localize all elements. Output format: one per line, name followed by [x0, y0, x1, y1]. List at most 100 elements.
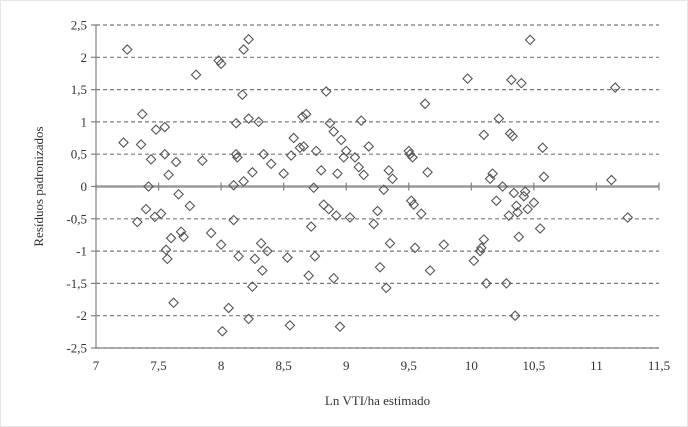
- x-tick-label: 7: [93, 358, 100, 373]
- data-point: [300, 108, 312, 120]
- data-point: [340, 145, 352, 157]
- data-point: [159, 148, 171, 160]
- data-point: [228, 179, 240, 191]
- data-point: [285, 150, 297, 161]
- y-tick-label: 1,5: [71, 82, 87, 97]
- data-point: [508, 187, 520, 199]
- data-point: [363, 141, 375, 152]
- data-point: [243, 313, 255, 325]
- data-point: [121, 44, 133, 55]
- data-point: [150, 124, 162, 136]
- data-point: [170, 156, 182, 168]
- data-point: [383, 164, 395, 176]
- y-tick-label: -0,5: [66, 211, 87, 226]
- data-point: [534, 223, 546, 234]
- data-point: [419, 98, 431, 110]
- data-point: [175, 226, 187, 238]
- y-tick-label: -1,5: [66, 276, 87, 291]
- data-point: [135, 139, 147, 150]
- data-point: [278, 168, 290, 179]
- data-point: [309, 250, 321, 262]
- data-point: [318, 199, 330, 210]
- data-point: [522, 203, 534, 215]
- x-tick-labels: 7 7,5 8 8,5 9 9,5 10 10,5 11 11,5: [93, 358, 670, 373]
- data-point: [249, 253, 261, 265]
- data-point: [349, 152, 361, 163]
- data-point: [328, 126, 340, 137]
- data-point: [247, 166, 258, 178]
- data-point: [505, 74, 517, 86]
- data-point: [243, 113, 255, 125]
- data-point: [490, 195, 502, 207]
- data-point: [243, 33, 255, 45]
- data-point: [282, 252, 293, 263]
- data-point: [161, 253, 173, 265]
- data-point: [308, 182, 320, 194]
- y-tick-label: -1: [76, 244, 87, 259]
- data-point: [372, 205, 383, 217]
- data-point: [228, 214, 240, 226]
- data-point: [524, 34, 536, 46]
- data-point: [609, 82, 621, 94]
- data-point: [606, 174, 617, 186]
- y-tick-label: -2,5: [66, 341, 87, 356]
- data-point: [335, 134, 347, 146]
- data-point: [537, 142, 549, 154]
- data-point: [230, 148, 242, 160]
- data-point: [233, 250, 245, 262]
- data-point: [178, 231, 189, 243]
- y-tick-label: 2: [81, 50, 88, 65]
- data-point: [253, 116, 265, 128]
- data-point: [510, 200, 522, 212]
- data-point: [478, 234, 490, 245]
- y-tick-label: -2: [76, 308, 87, 323]
- data-point: [368, 218, 380, 230]
- data-point: [500, 278, 512, 289]
- data-point: [196, 155, 208, 167]
- data-point: [487, 168, 498, 179]
- x-tick-label: 7,5: [150, 358, 166, 373]
- data-point: [320, 86, 332, 97]
- data-point: [478, 129, 490, 141]
- data-point: [215, 239, 227, 251]
- y-tick-label: 2,5: [71, 18, 87, 33]
- data-point: [237, 89, 248, 101]
- data-point: [255, 237, 267, 249]
- data-point: [380, 282, 392, 294]
- data-point: [409, 242, 421, 254]
- data-point: [462, 73, 473, 84]
- data-point: [475, 242, 487, 254]
- data-point: [230, 117, 242, 129]
- data-point: [338, 152, 350, 163]
- y-axis-title: Resíduos padronizados: [31, 126, 46, 246]
- data-point: [378, 184, 390, 196]
- data-point: [140, 203, 152, 215]
- data-point: [298, 141, 310, 152]
- data-point: [405, 195, 417, 207]
- data-point: [328, 272, 340, 284]
- data-point: [136, 108, 148, 120]
- y-tick-label: 1: [81, 114, 88, 129]
- data-point: [344, 212, 356, 223]
- data-point: [324, 117, 336, 129]
- data-point: [518, 190, 530, 202]
- data-point: [355, 115, 367, 126]
- data-point: [143, 181, 154, 192]
- data-point: [538, 171, 550, 183]
- x-tick-label: 10,5: [523, 358, 546, 373]
- data-point: [507, 130, 518, 142]
- x-axis-title: Ln VTI/ha estimado: [325, 393, 430, 408]
- data-point: [353, 161, 365, 173]
- y-tick-label: 0: [81, 179, 88, 194]
- y-tick-label: 0,5: [71, 147, 87, 162]
- data-point: [118, 137, 129, 148]
- x-tick-label: 8: [218, 358, 225, 373]
- data-point: [323, 203, 335, 215]
- data-point: [480, 278, 492, 289]
- data-point: [205, 227, 217, 239]
- data-point: [294, 142, 306, 154]
- x-tick-label: 11,5: [648, 358, 670, 373]
- data-point: [422, 166, 433, 178]
- data-point: [622, 212, 634, 223]
